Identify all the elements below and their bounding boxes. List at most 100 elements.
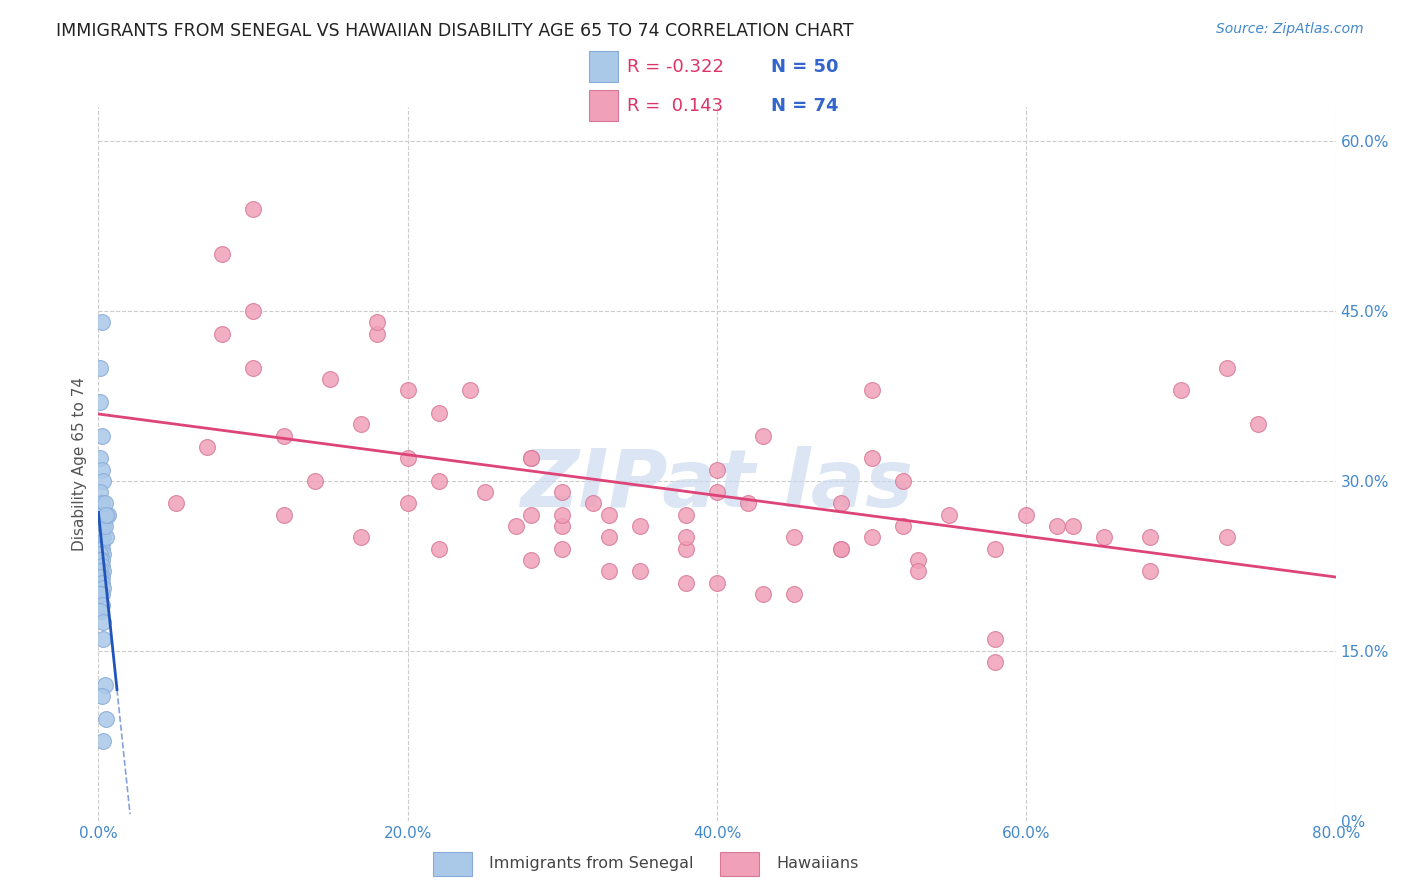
Point — [211, 247, 233, 261]
Point — [984, 655, 1007, 669]
Text: ZIPat las: ZIPat las — [520, 446, 914, 524]
Point — [891, 474, 914, 488]
Point — [830, 541, 852, 556]
Bar — [433, 852, 472, 876]
Text: Hawaiians: Hawaiians — [776, 855, 859, 871]
Point — [91, 474, 114, 488]
Point — [195, 440, 218, 454]
Point — [891, 519, 914, 533]
Point — [737, 496, 759, 510]
Point — [752, 587, 775, 601]
Point — [91, 565, 114, 579]
Point — [860, 451, 883, 466]
Point — [675, 508, 697, 522]
Point — [551, 485, 574, 500]
Text: N = 74: N = 74 — [770, 96, 838, 114]
Point — [90, 553, 112, 567]
Point — [474, 485, 496, 500]
Point — [551, 508, 574, 522]
Point — [396, 383, 419, 397]
Point — [1170, 383, 1192, 397]
Point — [984, 632, 1007, 647]
Point — [242, 304, 264, 318]
Point — [675, 541, 697, 556]
Point — [91, 531, 114, 545]
Text: R =  0.143: R = 0.143 — [627, 96, 723, 114]
Point — [783, 531, 806, 545]
Text: N = 50: N = 50 — [770, 58, 838, 76]
Point — [1139, 531, 1161, 545]
Point — [984, 541, 1007, 556]
Point — [89, 524, 111, 539]
Point — [1216, 531, 1239, 545]
Point — [90, 315, 112, 329]
Point — [165, 496, 187, 510]
Point — [598, 508, 620, 522]
Point — [91, 734, 114, 748]
Point — [89, 553, 111, 567]
Point — [89, 519, 111, 533]
Point — [91, 582, 114, 596]
Point — [90, 531, 112, 545]
Text: R = -0.322: R = -0.322 — [627, 58, 724, 76]
Text: Source: ZipAtlas.com: Source: ZipAtlas.com — [1216, 22, 1364, 37]
Point — [89, 451, 111, 466]
Text: IMMIGRANTS FROM SENEGAL VS HAWAIIAN DISABILITY AGE 65 TO 74 CORRELATION CHART: IMMIGRANTS FROM SENEGAL VS HAWAIIAN DISA… — [56, 22, 853, 40]
Point — [582, 496, 605, 510]
Point — [89, 565, 111, 579]
Point — [91, 615, 114, 630]
Point — [89, 360, 111, 375]
Point — [551, 519, 574, 533]
Point — [396, 451, 419, 466]
Point — [427, 406, 450, 420]
Point — [551, 541, 574, 556]
Bar — [720, 852, 759, 876]
Point — [90, 536, 112, 550]
Y-axis label: Disability Age 65 to 74: Disability Age 65 to 74 — [72, 376, 87, 551]
Bar — [589, 52, 619, 82]
Point — [907, 565, 929, 579]
Point — [907, 553, 929, 567]
Point — [427, 541, 450, 556]
Point — [1046, 519, 1069, 533]
Point — [93, 496, 115, 510]
Point — [520, 508, 543, 522]
Text: Immigrants from Senegal: Immigrants from Senegal — [489, 855, 693, 871]
Point — [91, 519, 114, 533]
Bar — [589, 90, 619, 120]
Point — [675, 575, 697, 590]
Point — [396, 496, 419, 510]
Point — [89, 541, 111, 556]
Point — [706, 462, 728, 476]
Point — [96, 531, 118, 545]
Point — [90, 541, 112, 556]
Point — [366, 315, 388, 329]
Point — [752, 428, 775, 442]
Point — [304, 474, 326, 488]
Point — [89, 394, 111, 409]
Point — [350, 417, 373, 432]
Point — [90, 508, 112, 522]
Point — [273, 508, 295, 522]
Point — [319, 372, 342, 386]
Point — [1216, 360, 1239, 375]
Point — [520, 451, 543, 466]
Point — [458, 383, 481, 397]
Point — [1062, 519, 1084, 533]
Point — [628, 565, 651, 579]
Point — [90, 428, 112, 442]
Point — [91, 548, 114, 562]
Point — [89, 519, 111, 533]
Point — [598, 531, 620, 545]
Point — [90, 575, 112, 590]
Point — [1139, 565, 1161, 579]
Point — [520, 451, 543, 466]
Point — [97, 508, 120, 522]
Point — [505, 519, 527, 533]
Point — [91, 632, 114, 647]
Point — [1092, 531, 1115, 545]
Point — [90, 519, 112, 533]
Point — [90, 587, 112, 601]
Point — [93, 678, 115, 692]
Point — [96, 508, 118, 522]
